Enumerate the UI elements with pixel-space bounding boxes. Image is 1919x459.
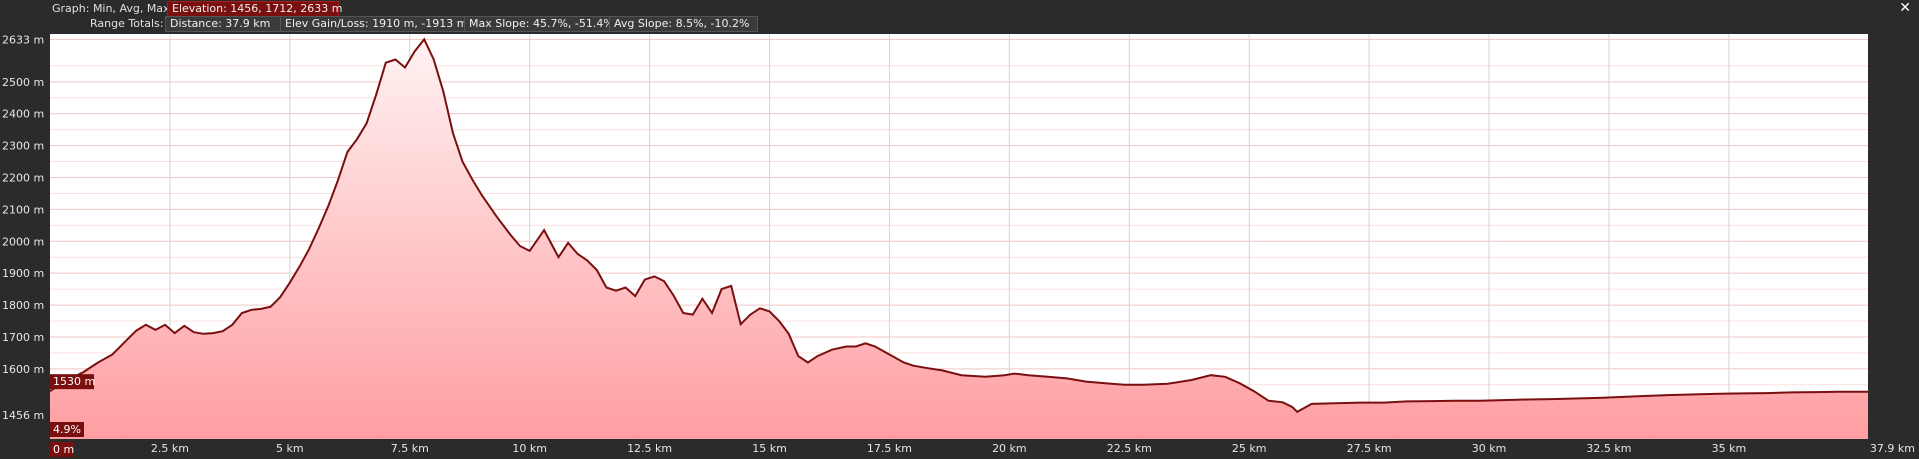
x-tick-label: 22.5 km	[1107, 442, 1152, 455]
close-icon[interactable]: ✕	[1899, 0, 1911, 16]
x-tick-label: 20 km	[992, 442, 1027, 455]
y-tick-label: 2633 m	[2, 33, 44, 46]
x-axis-labels: 2.5 km 5 km 7.5 km 10 km 12.5 km 15 km 17.5 km…	[50, 442, 1915, 457]
elevation-gain-pill[interactable]: Elev Gain/Loss: 1910 m, -1913 m	[280, 16, 468, 32]
x-tick-label: 12.5 km	[627, 442, 672, 455]
y-tick-label: 2300 m	[2, 140, 44, 153]
elevation-cursor-label: 1530 m	[53, 375, 95, 388]
y-tick-label: 2400 m	[2, 108, 44, 121]
x-tick-label: 5 km	[276, 442, 304, 455]
y-tick-label: 1900 m	[2, 267, 44, 280]
slope-cursor-badge	[50, 422, 84, 437]
y-tick-label: 1800 m	[2, 299, 44, 312]
x-end-label: 37.9 km	[1870, 442, 1915, 455]
slope-cursor-label: 4.9%	[53, 423, 81, 436]
range-totals-label: Range Totals:	[90, 17, 164, 30]
x-tick-label: 30 km	[1472, 442, 1507, 455]
y-tick-label: 2200 m	[2, 172, 44, 185]
x-tick-label: 7.5 km	[391, 442, 429, 455]
x-start-label: 0 m	[53, 443, 74, 456]
header-bar: Graph: Min, Avg, Max Elevation: 1456, 17…	[0, 0, 1919, 34]
distance-pill[interactable]: Distance: 37.9 km	[165, 16, 285, 32]
x-tick-label: 10 km	[512, 442, 547, 455]
graph-label: Graph: Min, Avg, Max	[52, 2, 170, 15]
x-tick-label: 2.5 km	[151, 442, 189, 455]
elevation-cursor-badge	[50, 374, 94, 390]
y-tick-label: 2100 m	[2, 203, 44, 216]
x-tick-label: 32.5 km	[1586, 442, 1631, 455]
x-start-marker	[50, 442, 74, 457]
y-axis-labels: 2633 m 2500 m 2400 m 2300 m 2200 m 2100 m 2000…	[2, 33, 44, 421]
x-tick-label: 15 km	[752, 442, 787, 455]
y-tick-label: 1456 m	[2, 409, 44, 422]
avg-slope-pill[interactable]: Avg Slope: 8.5%, -10.2%	[609, 16, 758, 32]
elevation-line	[49, 37, 1868, 414]
y-tick-label: 2000 m	[2, 235, 44, 248]
x-tick-label: 27.5 km	[1347, 442, 1392, 455]
cursor-markers: 1530 m 4.9%	[50, 374, 95, 437]
x-tick-label: 17.5 km	[867, 442, 912, 455]
elevation-area	[50, 39, 1868, 440]
max-slope-pill[interactable]: Max Slope: 45.7%, -51.4%	[464, 16, 614, 32]
x-tick-label: 25 km	[1232, 442, 1267, 455]
y-tick-label: 1700 m	[2, 331, 44, 344]
y-tick-label: 2500 m	[2, 76, 44, 89]
y-tick-label: 1600 m	[2, 363, 44, 376]
x-tick-label: 35 km	[1712, 442, 1747, 455]
